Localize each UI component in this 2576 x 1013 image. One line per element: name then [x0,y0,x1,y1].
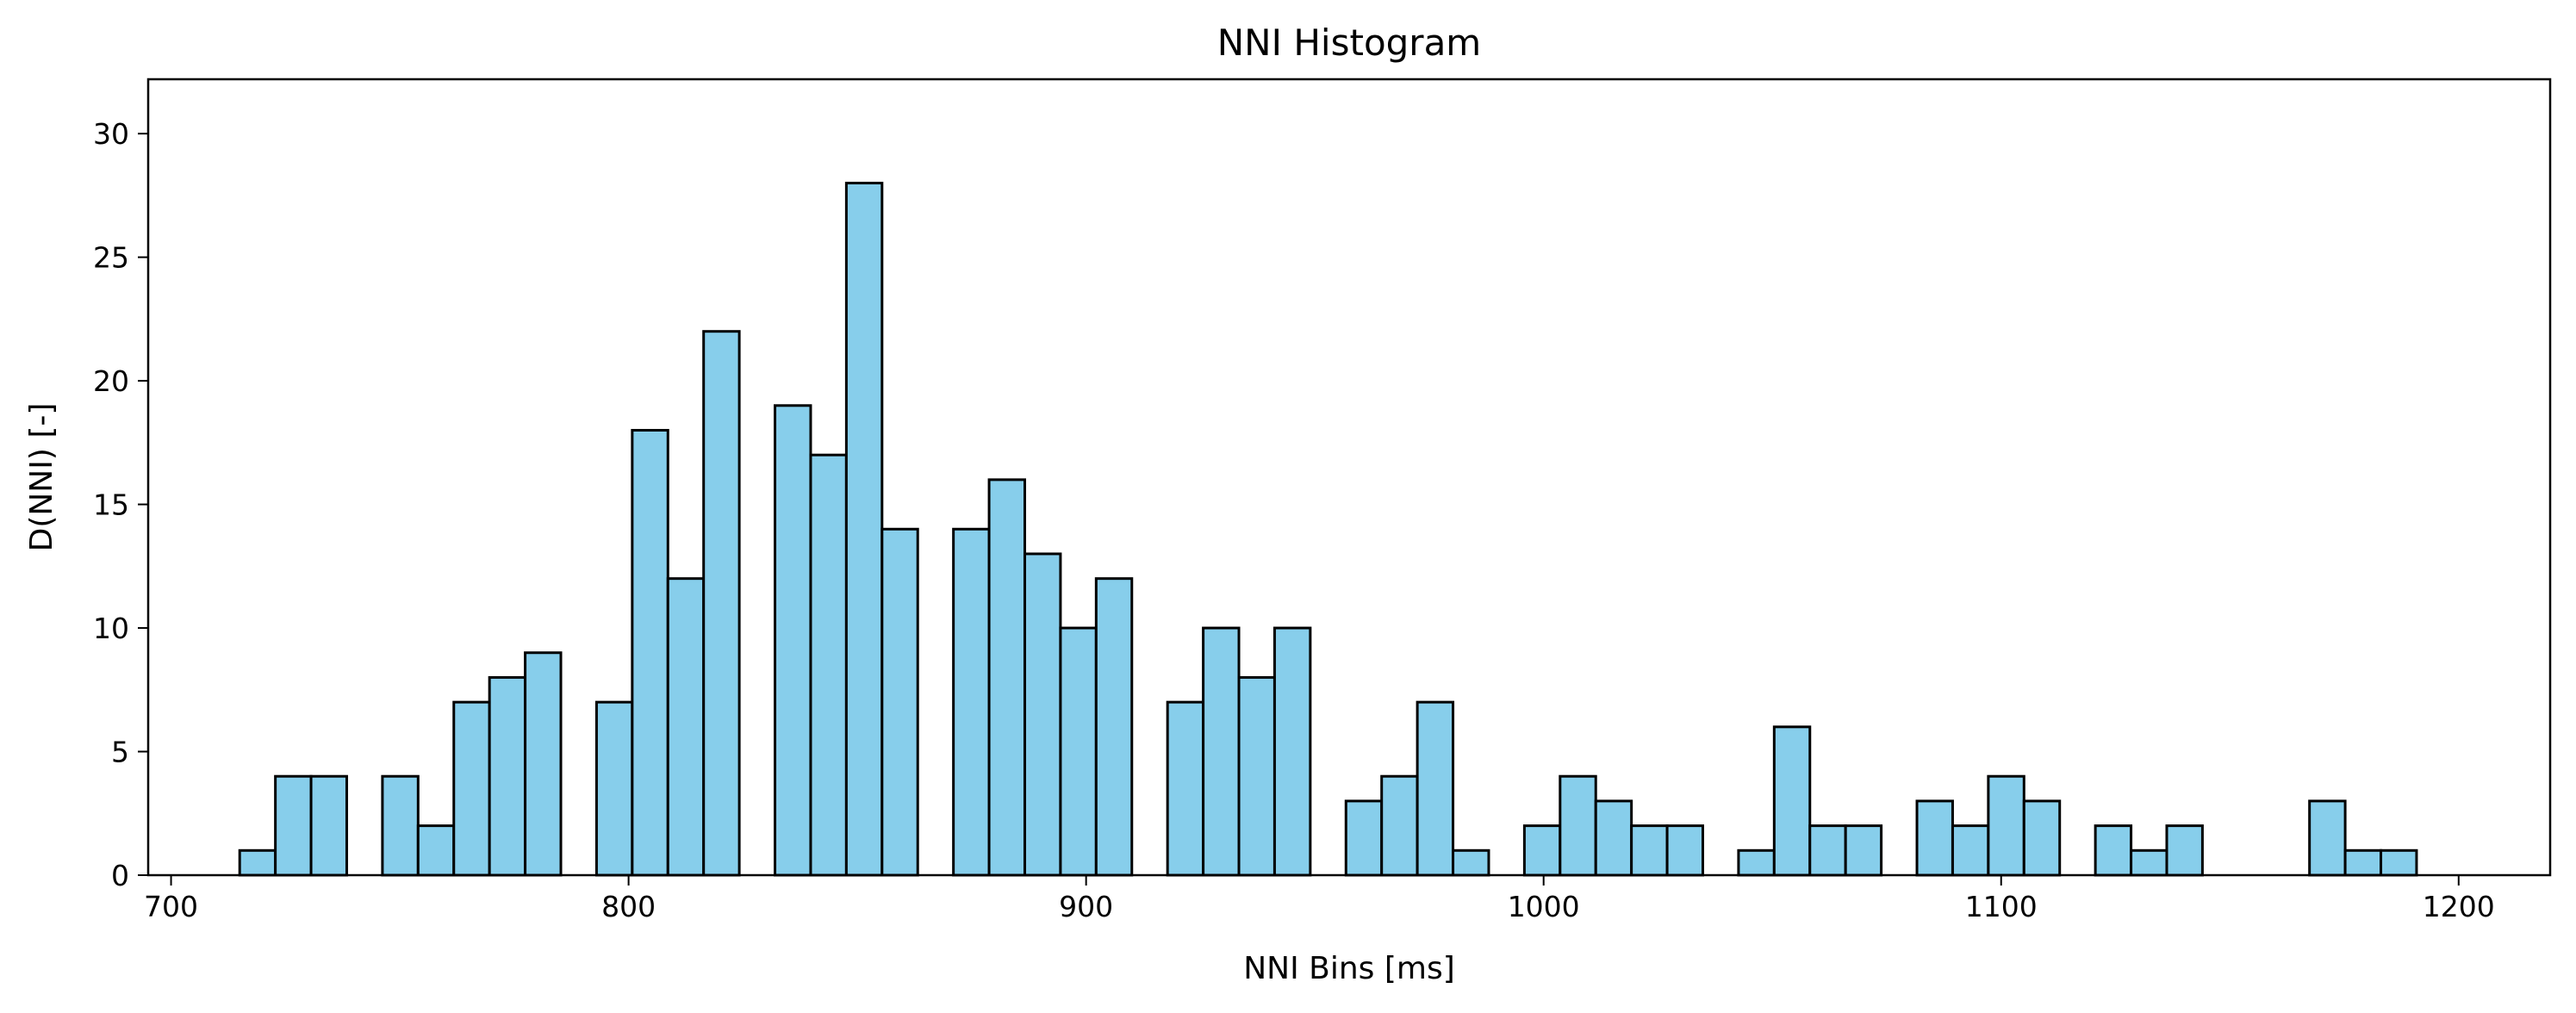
histogram-bar [809,453,848,877]
histogram-bar [2094,824,2133,877]
y-axis-title: D(NNI) [-] [24,403,59,552]
histogram-bar [274,774,313,877]
histogram-bar [1987,774,2025,877]
chart-title: NNI Histogram [1217,22,1481,64]
histogram-bar [1272,626,1312,877]
y-tick-label: 20 [93,364,129,398]
x-tick-label: 800 [601,890,656,923]
histogram-bar [1059,626,1098,877]
histogram-bar [1344,799,1384,877]
histogram-bar [1166,700,1205,877]
histogram-bar [1559,774,1597,877]
histogram-bar [952,527,991,877]
x-tick-label: 1100 [1965,890,2038,923]
histogram-bar [631,428,669,877]
histogram-bar [1594,799,1633,877]
plot-frame [146,78,2552,877]
histogram-bar [1202,626,1241,877]
histogram-bar [1844,824,1883,877]
y-tick-label: 25 [93,241,129,275]
y-tick-label: 0 [111,859,129,892]
histogram-bar [666,577,706,877]
x-tick-label: 1000 [1508,890,1580,923]
histogram-bar [1023,552,1062,877]
histogram-bar [2130,848,2168,877]
histogram-bar [2165,824,2204,877]
histogram-bar [1522,824,1562,877]
histogram-bar [1237,675,1276,877]
x-tick-label: 1200 [2423,890,2495,923]
histogram-bar [524,651,563,877]
histogram-bar [2343,848,2383,877]
histogram-bar [1380,774,1419,877]
histogram-bar [2308,799,2347,877]
bars-group [238,182,2418,877]
y-axis-ticks: 0 5 10 15 20 25 30 [93,117,148,892]
histogram-bar [774,404,812,877]
x-axis-title: NNI Bins [ms] [1243,951,1455,986]
histogram-bar [1915,799,1954,877]
y-tick-label: 15 [93,488,129,522]
x-tick-label: 900 [1059,890,1113,923]
histogram-bar [594,700,634,877]
histogram-bar [1737,848,1776,877]
histogram-bar [1094,577,1134,877]
histogram-bar [452,700,491,877]
y-tick-label: 10 [93,612,129,645]
histogram-bar [1772,725,1812,877]
y-tick-label: 5 [111,736,129,769]
histogram-bar [987,478,1026,877]
histogram-bar [2380,848,2418,877]
histogram-bar [880,527,919,877]
x-axis-ticks: 700 800 900 1000 1100 1200 [144,875,2495,923]
histogram-bar [1416,700,1455,877]
histogram-bar [488,675,527,877]
histogram-bar [1808,824,1847,877]
histogram-bar [1452,848,1490,877]
histogram-bar [1951,824,1990,877]
histogram-bar [416,824,456,877]
histogram-bar [238,848,277,877]
x-tick-label: 700 [144,890,198,923]
histogram-bar [381,774,420,877]
histogram-bar [702,330,741,877]
histogram-bar [2022,799,2062,877]
y-tick-label: 30 [93,117,129,151]
histogram-bar [844,182,884,877]
histogram-bar [309,774,348,877]
histogram-bar [1630,824,1669,877]
histogram-bar [1665,824,1704,877]
